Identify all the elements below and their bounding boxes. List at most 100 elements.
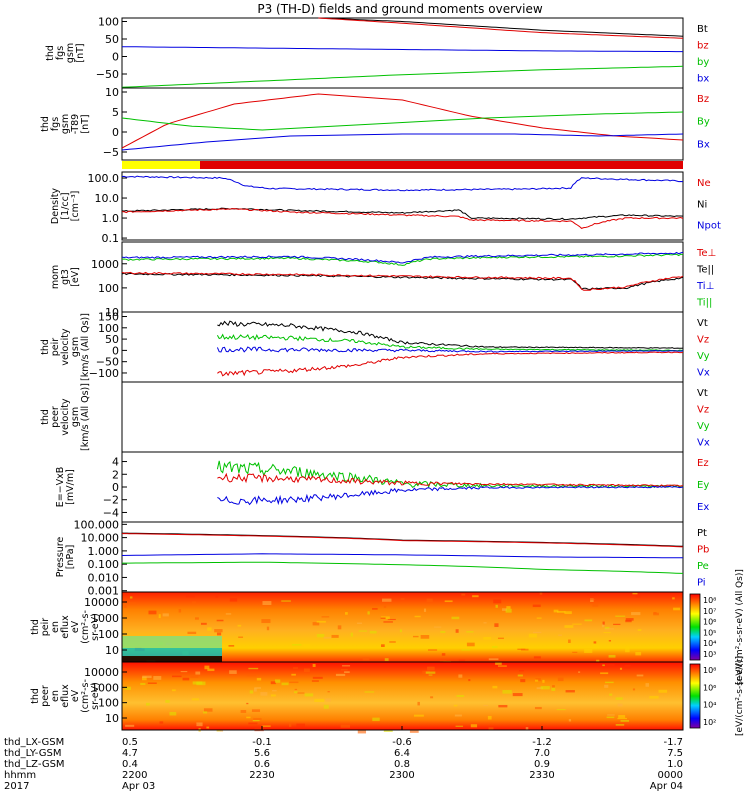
series-ez-line	[217, 472, 684, 487]
spectrogram-cell	[147, 682, 157, 684]
time-axis-row-label: hhmm	[4, 770, 36, 781]
y-tick-label: 10000	[84, 666, 119, 679]
spectrogram-cell	[672, 597, 675, 600]
spectrogram-cell	[350, 632, 353, 637]
y-tick-label: 10	[105, 712, 119, 725]
time-axis-row: thd_LZ-GSM 0.4 0.6 0.8 0.9 1.0	[4, 759, 683, 770]
legend: Te⊥ Te|| Ti⊥ Ti||	[696, 248, 716, 309]
spectrogram-cell	[261, 619, 271, 624]
spectrogram-cell	[564, 625, 574, 628]
spectrogram-cell	[487, 715, 492, 720]
series-bx-line	[121, 46, 683, 53]
legend: Ne Ni Npot	[697, 178, 721, 232]
spectrogram-cell	[483, 622, 487, 624]
spectrogram-cell	[293, 667, 298, 669]
spectrogram-cell	[497, 637, 504, 640]
spectrogram-cell	[145, 702, 150, 706]
legend-entry: Vz	[697, 335, 709, 346]
spectrogram-cell	[461, 593, 466, 596]
spectrogram-cell	[551, 687, 556, 691]
spectrogram-cell	[325, 698, 331, 702]
y-axis-label-line: thd	[45, 45, 56, 61]
y-axis-label-line: [mV/m]	[65, 469, 76, 505]
y-tick-label: 50	[105, 333, 119, 346]
spectrogram-cell	[466, 642, 475, 647]
y-tick-label: 100	[98, 282, 119, 295]
y-axis-label-line: [cm⁻³]	[70, 191, 81, 222]
panel-frame	[121, 381, 684, 453]
y-axis-label-line: en	[50, 621, 61, 633]
time-axis-value: 1.0	[667, 759, 683, 770]
spectrogram-cell	[372, 608, 378, 610]
spectrogram-cell	[270, 694, 276, 697]
y-axis-label-line: gt3	[60, 269, 71, 285]
legend-entry: Vy	[697, 351, 710, 362]
spectrogram-cell	[389, 641, 396, 643]
spectrogram-cell	[455, 725, 464, 727]
spectrogram-cell	[492, 685, 498, 689]
colorbar-tick: 10³	[703, 650, 716, 659]
series-vy-line	[216, 333, 684, 352]
spectrogram-cell	[312, 622, 320, 626]
y-axis-label-line: [nPa]	[65, 545, 76, 570]
spectrogram-cell	[414, 615, 421, 618]
spectrogram-cell	[592, 644, 599, 649]
spectrogram-cell	[291, 644, 302, 646]
spectrogram-cell	[228, 645, 235, 647]
spectrogram-cell	[618, 715, 626, 718]
legend: Vt Vz Vy Vx	[697, 318, 710, 379]
y-tick-label: 1000	[91, 258, 119, 271]
spectrogram-cell	[494, 623, 499, 627]
y-axis-label-line: thd	[30, 688, 41, 704]
series-ne-line	[122, 208, 684, 229]
time-axis-row-label: thd_LY-GSM	[4, 748, 61, 759]
legend-entry: Ez	[697, 458, 709, 469]
spectrogram-cell	[185, 595, 195, 598]
y-tick-label: 10000	[84, 596, 119, 609]
spectrogram-cell	[426, 598, 433, 603]
colorbar-tick: 10⁴	[703, 701, 716, 710]
time-axis-value: 0.9	[534, 759, 550, 770]
legend-entry: Pb	[697, 545, 709, 556]
series-by-line	[121, 111, 684, 131]
spectrogram-cell	[246, 702, 249, 705]
y-axis-label-line: [eV]	[70, 267, 81, 287]
spectrogram-cell	[342, 665, 351, 667]
panel-1: 100 50 0 −50 thd fgs gsm [nT] Bt bz by bx	[45, 16, 709, 89]
y-tick-label: 1000	[91, 681, 119, 694]
spectrogram-cell	[617, 703, 623, 707]
spectrogram-cell	[637, 629, 642, 631]
spectrogram-cell	[291, 673, 296, 676]
y-axis-label-line: (cm²-s-	[80, 679, 91, 713]
y-tick-label: 100	[98, 16, 119, 29]
legend-entry: Ey	[697, 480, 709, 491]
spectrogram-cell	[203, 708, 213, 712]
y-tick-label: 50	[105, 33, 119, 46]
spectrogram-cell	[620, 720, 630, 722]
low-energy-band	[122, 648, 222, 656]
spectrogram-cell	[281, 682, 289, 686]
spectrogram-cell	[384, 658, 389, 661]
spectrogram-cell	[542, 679, 545, 683]
y-axis-label-line: gsm	[70, 337, 81, 357]
spectrogram-cell	[608, 640, 612, 642]
spectrogram-cell	[564, 611, 572, 615]
spectrogram-cell	[517, 648, 526, 650]
time-axis-row: 2017 Apr 03 Apr 04	[4, 781, 683, 792]
spectrogram-cell	[502, 608, 507, 611]
spectrogram-cell	[532, 604, 541, 608]
y-axis-label: thd peer en eflux eV (cm²-s-sr-eV)	[30, 679, 101, 713]
spectrogram-cell	[636, 674, 644, 677]
spectrogram-cell	[180, 670, 188, 673]
legend-entry: Ti||	[696, 298, 712, 309]
time-axis-row-label: thd_LX-GSM	[4, 737, 64, 748]
spectrogram-cell	[253, 718, 262, 720]
spectrogram-cell	[439, 660, 447, 663]
spectrogram-cell	[312, 676, 323, 679]
spectrogram-cell	[518, 670, 524, 672]
legend-entry: Bt	[697, 24, 708, 35]
spectrogram-cell	[606, 664, 615, 666]
y-tick-label: −5	[103, 146, 119, 159]
spectrogram-cell	[252, 720, 260, 722]
series-bz-line	[318, 17, 684, 39]
